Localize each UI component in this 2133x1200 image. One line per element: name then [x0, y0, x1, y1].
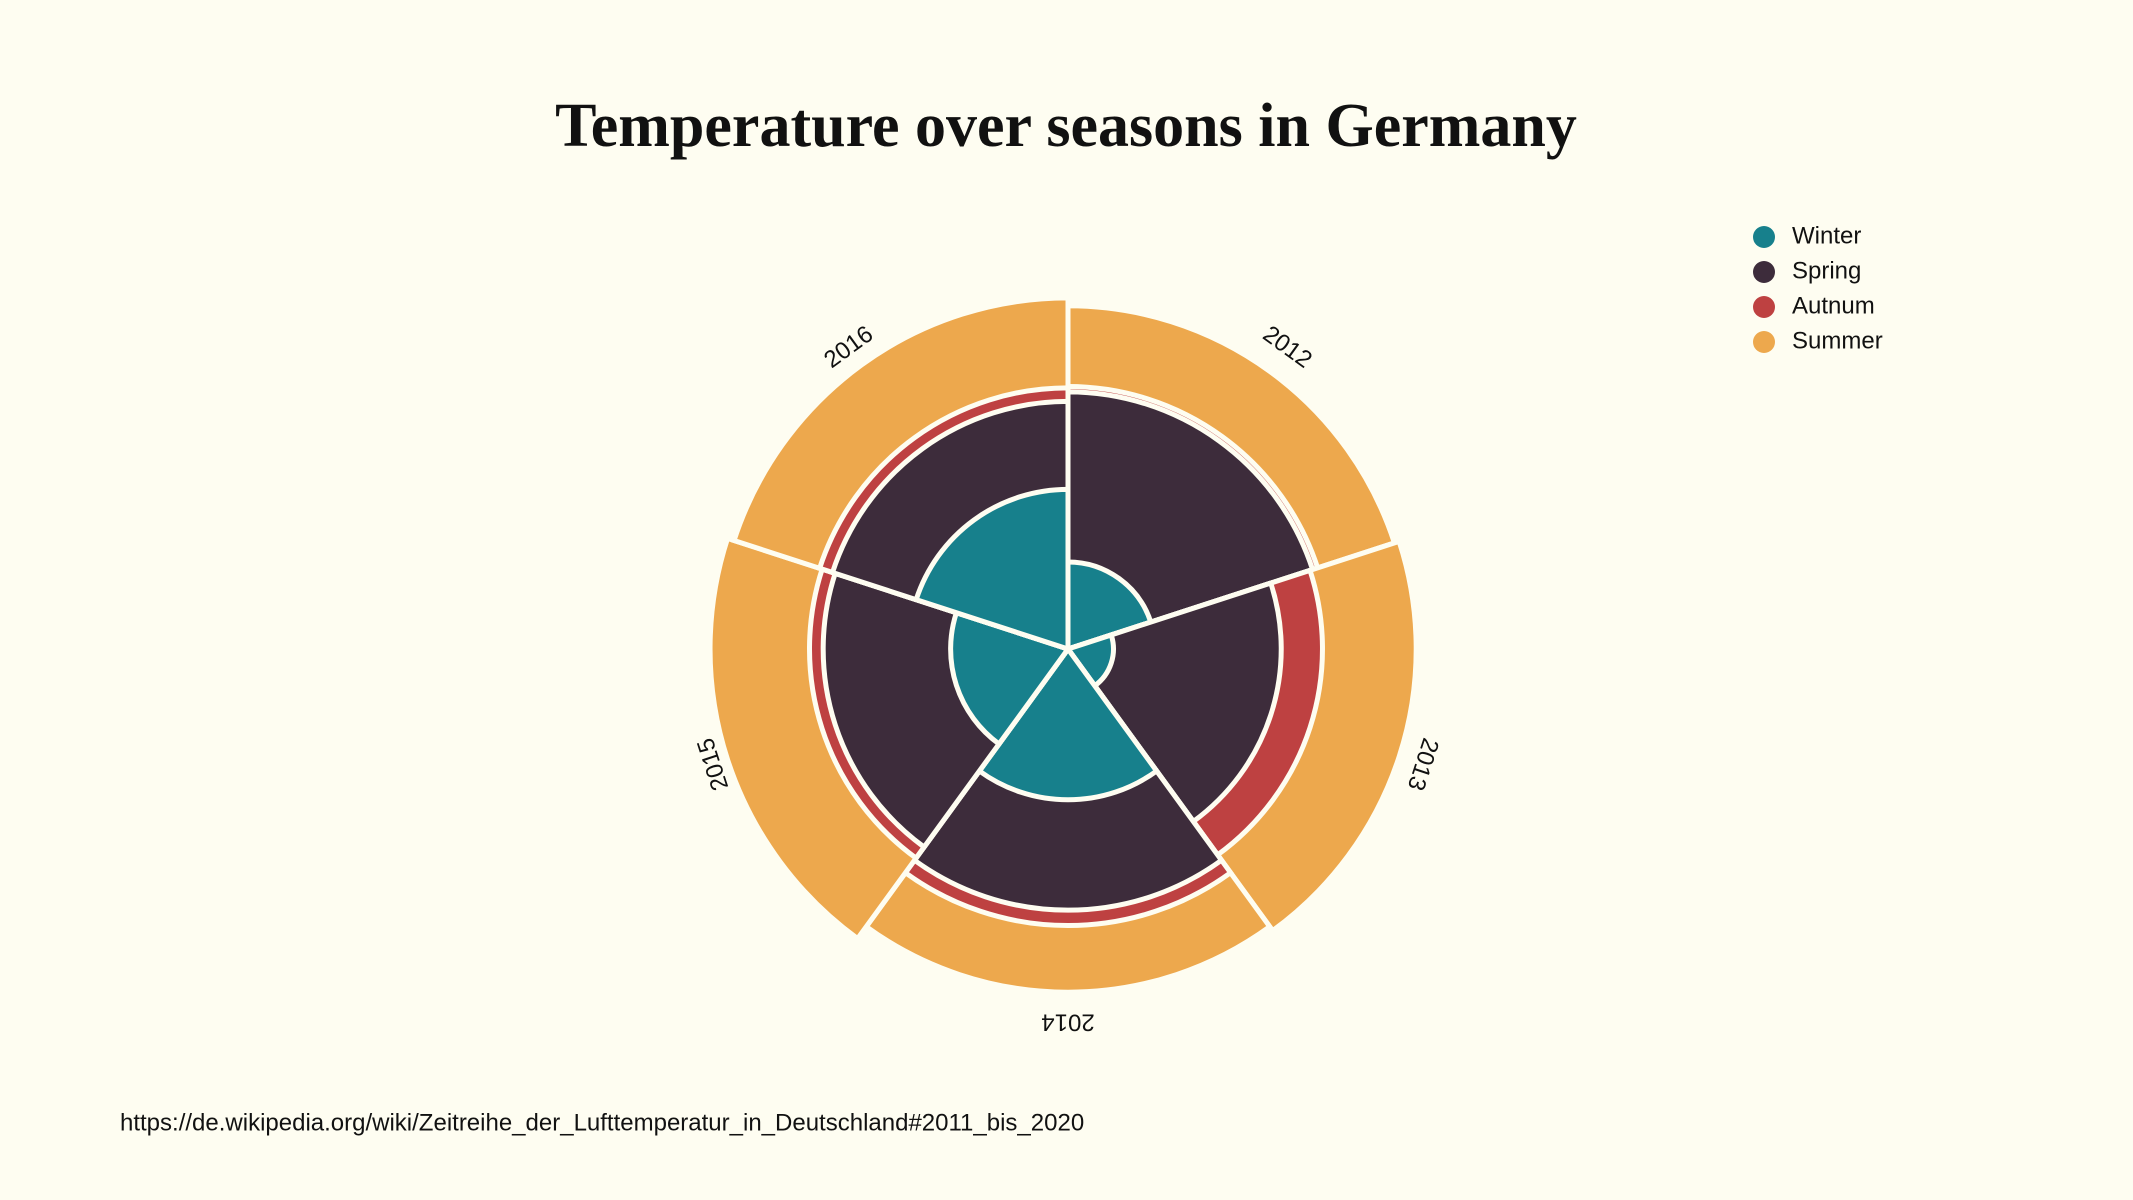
wedge — [948, 609, 1073, 748]
legend-swatch — [1753, 226, 1775, 248]
legend-swatch — [1753, 296, 1775, 318]
legend-label: Spring — [1792, 257, 1861, 284]
legend-label: Winter — [1792, 222, 1861, 249]
wedge — [1063, 579, 1284, 826]
wedge — [1063, 631, 1116, 690]
legend-label: Summer — [1792, 327, 1883, 354]
legend-label: Autnum — [1792, 292, 1875, 319]
legend-swatch — [1753, 331, 1775, 353]
wedge — [975, 644, 1161, 803]
chart-title: Temperature over seasons in Germany — [555, 92, 1577, 160]
source: https://de.wikipedia.org/wiki/Zeitreihe_… — [120, 1109, 1084, 1136]
legend-swatch — [1753, 261, 1775, 283]
category-label: 2014 — [1041, 1009, 1094, 1036]
wedge — [913, 486, 1071, 653]
